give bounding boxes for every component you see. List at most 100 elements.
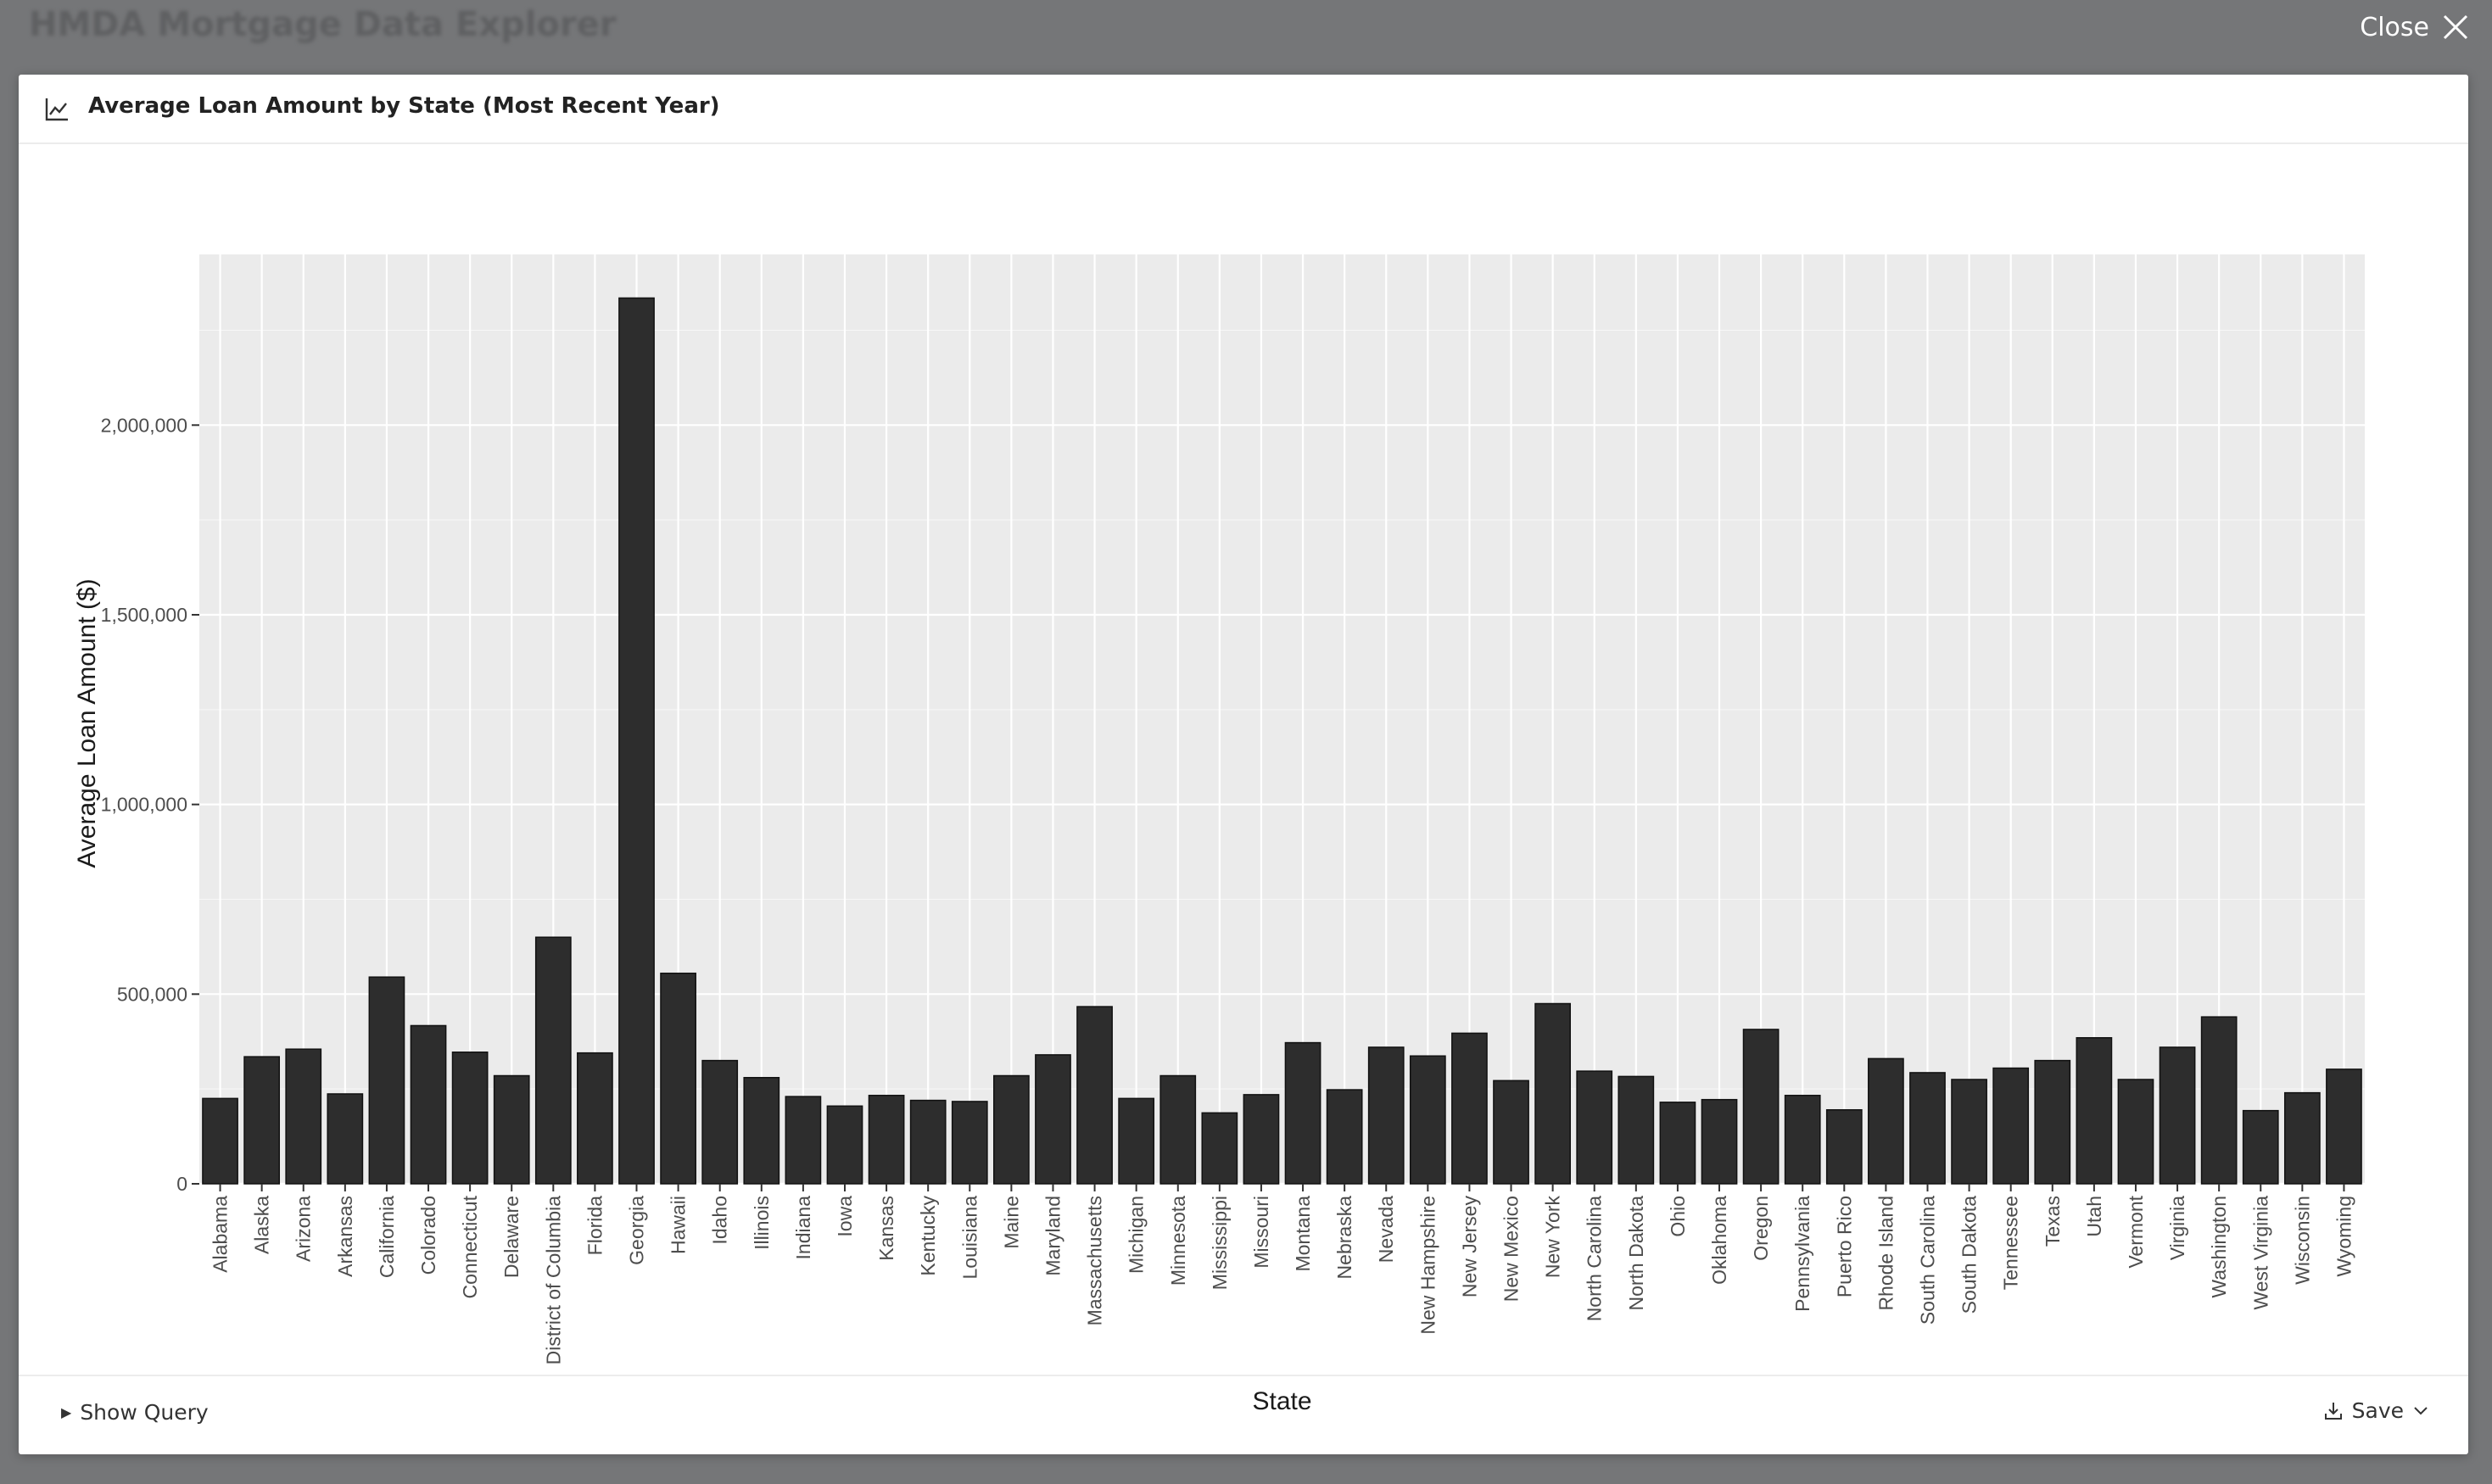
- x-tick-label: Delaware: [500, 1196, 522, 1278]
- y-tick-label: 2,000,000: [101, 414, 187, 436]
- x-tick-label: Maryland: [1042, 1196, 1064, 1276]
- y-tick-label: 500,000: [117, 983, 187, 1005]
- x-tick-label: Arkansas: [334, 1196, 356, 1277]
- x-tick-label: New Mexico: [1500, 1196, 1523, 1302]
- x-tick-label: Pennsylvania: [1791, 1196, 1813, 1312]
- bar: [1035, 1054, 1071, 1185]
- bar: [1451, 1032, 1488, 1185]
- modal-title: Average Loan Amount by State (Most Recen…: [88, 93, 720, 119]
- x-tick-label: Alabama: [210, 1196, 232, 1273]
- bar: [1534, 1002, 1571, 1185]
- bar: [493, 1074, 530, 1185]
- bar: [1118, 1097, 1155, 1185]
- x-tick-label: Mississippi: [1209, 1196, 1231, 1290]
- bar: [660, 972, 696, 1185]
- x-tick-label: Rhode Island: [1875, 1196, 1897, 1311]
- x-tick-label: Tennessee: [2000, 1196, 2022, 1290]
- bar: [2076, 1037, 2113, 1185]
- x-tick-label: Washington: [2208, 1196, 2230, 1298]
- bar: [868, 1095, 905, 1185]
- x-tick-label: Oklahoma: [1708, 1196, 1730, 1285]
- bar: [2034, 1059, 2071, 1185]
- bar: [1159, 1074, 1197, 1185]
- bar: [2242, 1109, 2279, 1185]
- x-tick-label: Georgia: [626, 1196, 648, 1265]
- x-tick-label: Maine: [1000, 1196, 1022, 1249]
- bar: [1825, 1109, 1863, 1185]
- x-tick-label: Ohio: [1667, 1196, 1689, 1237]
- y-axis-title: Average Loan Amount ($): [73, 578, 101, 868]
- x-tick-label: Utah: [2083, 1196, 2105, 1237]
- x-tick-label: South Carolina: [1916, 1196, 1938, 1325]
- x-tick-label: Vermont: [2125, 1195, 2147, 1268]
- bar: [1618, 1075, 1655, 1185]
- x-axis-title: State: [1252, 1387, 1311, 1415]
- modal-header: Average Loan Amount by State (Most Recen…: [19, 75, 2468, 144]
- save-button[interactable]: Save: [2323, 1398, 2429, 1423]
- y-tick-label: 1,500,000: [101, 604, 187, 626]
- x-tick-label: West Virginia: [2249, 1196, 2271, 1310]
- bar: [1243, 1094, 1280, 1185]
- x-tick-label: Nebraska: [1333, 1196, 1355, 1280]
- bar: [451, 1052, 489, 1185]
- bar: [410, 1024, 447, 1185]
- x-tick-label: New Jersey: [1458, 1196, 1480, 1298]
- chevron-down-icon: [2412, 1403, 2429, 1420]
- bar: [951, 1101, 988, 1185]
- x-tick-label: Missouri: [1250, 1196, 1272, 1269]
- bar: [534, 936, 572, 1185]
- bar: [1742, 1029, 1780, 1185]
- bar: [618, 297, 655, 1185]
- line-chart-icon: [44, 97, 70, 122]
- bar: [285, 1048, 322, 1185]
- y-tick-label: 1,000,000: [101, 794, 187, 816]
- x-tick-label: Minnesota: [1167, 1196, 1189, 1286]
- close-button[interactable]: Close: [2360, 10, 2470, 44]
- x-tick-label: Texas: [2042, 1196, 2064, 1247]
- bar: [368, 976, 405, 1185]
- bar: [743, 1076, 780, 1185]
- x-tick-label: Idaho: [709, 1196, 731, 1245]
- bar: [909, 1099, 947, 1185]
- bar: [2159, 1046, 2196, 1185]
- bar: [2200, 1016, 2238, 1185]
- bar: [1576, 1070, 1613, 1185]
- modal-footer: ▶ Show Query Save: [19, 1375, 2468, 1454]
- x-tick-label: Illinois: [751, 1196, 773, 1250]
- x-tick-label: Indiana: [792, 1196, 814, 1260]
- x-tick-label: District of Columbia: [542, 1196, 564, 1365]
- bar: [577, 1052, 613, 1185]
- bar: [1868, 1057, 1904, 1185]
- bar: [1659, 1102, 1696, 1185]
- x-tick-label: Montana: [1292, 1196, 1314, 1272]
- x-tick-label: Kentucky: [917, 1196, 939, 1276]
- app-title: HMDA Mortgage Data Explorer: [29, 5, 617, 44]
- chart-area: 0 500,000 1,000,000 1,500,000 2,000,000 Alaba…: [19, 146, 2468, 1448]
- download-icon: [2323, 1401, 2344, 1421]
- x-tick-label: Connecticut: [459, 1195, 481, 1298]
- bar: [785, 1096, 822, 1185]
- close-icon: [2441, 13, 2470, 42]
- x-tick-label: Michigan: [1126, 1196, 1148, 1274]
- x-tick-label: Wyoming: [2333, 1196, 2355, 1277]
- bar: [1992, 1067, 2030, 1185]
- x-tick-label: Alaska: [251, 1196, 273, 1254]
- bar: [2117, 1079, 2154, 1185]
- show-query-label: Show Query: [80, 1400, 209, 1425]
- chart-modal: Average Loan Amount by State (Most Recen…: [19, 75, 2468, 1454]
- x-tick-label: Louisiana: [958, 1196, 981, 1280]
- show-query-toggle[interactable]: ▶ Show Query: [61, 1400, 209, 1425]
- x-tick-label: South Dakota: [1958, 1196, 1981, 1314]
- bar: [1701, 1098, 1738, 1185]
- caret-right-icon: ▶: [61, 1404, 72, 1420]
- bar: [826, 1105, 863, 1185]
- x-tick-label: Oregon: [1750, 1196, 1772, 1261]
- bar: [1784, 1095, 1821, 1185]
- bar: [1201, 1112, 1238, 1185]
- bar: [202, 1097, 238, 1185]
- bar: [1326, 1089, 1363, 1185]
- bar: [1951, 1079, 1987, 1185]
- x-tick-label: Puerto Rico: [1833, 1196, 1855, 1297]
- x-tick-label: Arizona: [293, 1196, 315, 1262]
- bar: [993, 1074, 1030, 1185]
